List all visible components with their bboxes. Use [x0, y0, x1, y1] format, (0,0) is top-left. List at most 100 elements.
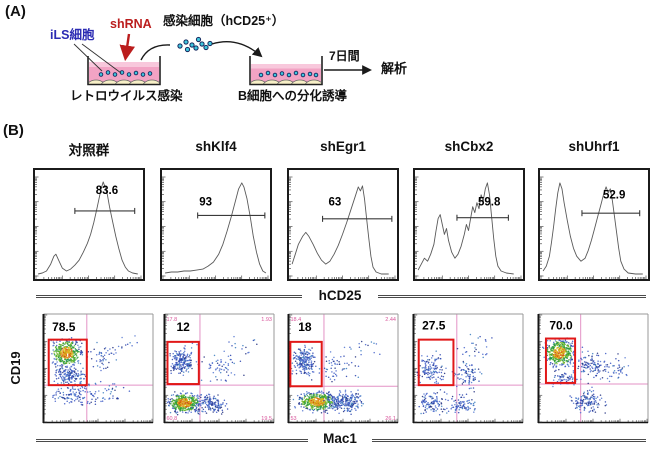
gate-percent-label: 78.5: [52, 320, 76, 334]
axis-label-cd19: CD19: [8, 351, 23, 385]
transfer-curve-right: [211, 41, 263, 58]
quadrant-lines: [538, 314, 648, 422]
histogram-shcbx2: 59.8: [413, 168, 525, 281]
dotplot-shegr1: 18.4 2.44 53 26.1 18: [287, 313, 399, 424]
histogram-curve: [417, 182, 514, 275]
dot-cloud: [291, 340, 381, 415]
svg-text:19.5: 19.5: [261, 416, 272, 422]
dot-cloud: [542, 337, 630, 414]
transfer-curve-left: [140, 44, 171, 61]
gate-box: [289, 340, 323, 388]
axis-ticks: [540, 176, 647, 279]
histogram-shegr1: 63: [287, 168, 399, 281]
flow-histogram-svg: 52.9: [538, 168, 650, 281]
axis-label-mac1: Mac1: [323, 431, 357, 446]
gate-percent-label: 27.5: [422, 319, 446, 333]
axis-ticks: [162, 176, 269, 279]
ils-pointer-lines: [73, 43, 122, 74]
gate-percent-label: 93: [199, 196, 212, 208]
histogram-curve: [37, 181, 138, 275]
svg-text:17.8: 17.8: [167, 317, 178, 323]
seven-days-label: 7日間: [329, 49, 360, 63]
retrovirus-infection-label: レトロウイルス感染: [70, 89, 183, 103]
flow-histogram-svg: 83.6: [33, 168, 145, 281]
flow-dotplot-svg: 27.5: [412, 313, 524, 424]
dot-cloud: [166, 335, 258, 416]
mac1-axis-line-right: [372, 439, 646, 442]
shrna-arrow-icon: [119, 33, 136, 62]
hcd25-axis-line-left: [36, 295, 302, 298]
panel-a-label: (A): [5, 3, 26, 20]
hcd25-axis-line-right: [378, 295, 646, 298]
gate-marker: [197, 212, 266, 219]
column-title-control: 対照群: [68, 143, 110, 158]
histogram-control: 83.6: [33, 168, 145, 281]
histogram-curve: [291, 185, 389, 275]
flow-dotplot-svg: 78.5: [42, 313, 154, 424]
column-title-shuhrf1: shUhrf1: [568, 139, 620, 154]
culture-dish-differentiation: [249, 56, 323, 86]
gate-box: [47, 338, 88, 387]
column-title-shegr1: shEgr1: [320, 139, 366, 154]
svg-text:18.4: 18.4: [291, 317, 302, 323]
bcell-differentiation-label: B細胞への分化誘導: [238, 89, 348, 103]
svg-text:2.44: 2.44: [385, 317, 396, 323]
gate-percent-label: 18: [298, 320, 312, 334]
axis-ticks: [415, 176, 522, 279]
gate-box: [417, 338, 455, 387]
ils-cells-label: iLS細胞: [50, 28, 95, 42]
axis-ticks: [35, 176, 142, 279]
axis-ticks: [43, 314, 153, 423]
svg-text:1.93: 1.93: [261, 317, 272, 323]
histogram-shklf4: 93: [160, 168, 272, 281]
feeder-cells-icon: [89, 79, 159, 85]
histogram-shuhrf1: 52.9: [538, 168, 650, 281]
gate-percent-label: 52.9: [603, 190, 625, 202]
infected-cells-icon: [177, 36, 213, 53]
dotplot-shklf4: 17.8 1.93 60.8 19.5 12: [163, 313, 275, 424]
gate-marker: [74, 207, 136, 214]
panel-b-label: (B): [3, 122, 24, 139]
gate-box: [166, 340, 200, 386]
flow-dotplot-svg: 17.8 1.93 60.8 19.5 12: [163, 313, 275, 424]
svg-text:60.8: 60.8: [167, 416, 178, 422]
column-title-shklf4: shKlf4: [195, 139, 237, 154]
dotplot-control: 78.5: [42, 313, 154, 424]
feeder-cells-icon: [251, 79, 321, 85]
analysis-label: 解析: [381, 61, 408, 76]
flow-histogram-svg: 93: [160, 168, 272, 281]
gate-marker: [581, 210, 641, 217]
flow-histogram-svg: 59.8: [413, 168, 525, 281]
gate-percent-label: 70.0: [549, 319, 573, 333]
gate-percent-label: 12: [176, 320, 190, 334]
culture-dish-retrovirus: [87, 56, 161, 86]
histogram-curve: [542, 182, 643, 275]
b-cells-icon: [258, 70, 319, 78]
gate-box: [544, 337, 577, 384]
svg-text:26.1: 26.1: [385, 416, 396, 422]
flow-dotplot-svg: 70.0: [537, 313, 649, 424]
axis-label-hcd25: hCD25: [318, 288, 362, 303]
dot-cloud: [416, 333, 493, 416]
infected-cells-label: 感染細胞（hCD25⁺）: [163, 14, 285, 28]
axis-ticks: [413, 314, 523, 423]
flow-histogram-svg: 63: [287, 168, 399, 281]
quadrant-percent-labels: 18.4 2.44 53 26.1: [291, 317, 397, 422]
workflow-diagram: [73, 33, 372, 86]
quadrant-percent-labels: 17.8 1.93 60.8 19.5: [167, 317, 273, 422]
dot-cloud: [50, 335, 138, 406]
gate-percent-label: 59.8: [478, 196, 501, 208]
gate-percent-label: 63: [328, 196, 341, 208]
column-title-shcbx2: shCbx2: [444, 139, 494, 154]
svg-text:53: 53: [291, 416, 297, 422]
gate-marker: [456, 214, 509, 221]
axis-ticks: [289, 176, 396, 279]
flow-dotplot-svg: 18.4 2.44 53 26.1 18: [287, 313, 399, 424]
mac1-axis-line-left: [36, 439, 308, 442]
histogram-curve: [165, 182, 267, 274]
axis-ticks: [538, 314, 648, 423]
dotplot-shcbx2: 27.5: [412, 313, 524, 424]
gate-percent-label: 83.6: [96, 185, 118, 197]
shrna-label: shRNA: [110, 17, 152, 31]
